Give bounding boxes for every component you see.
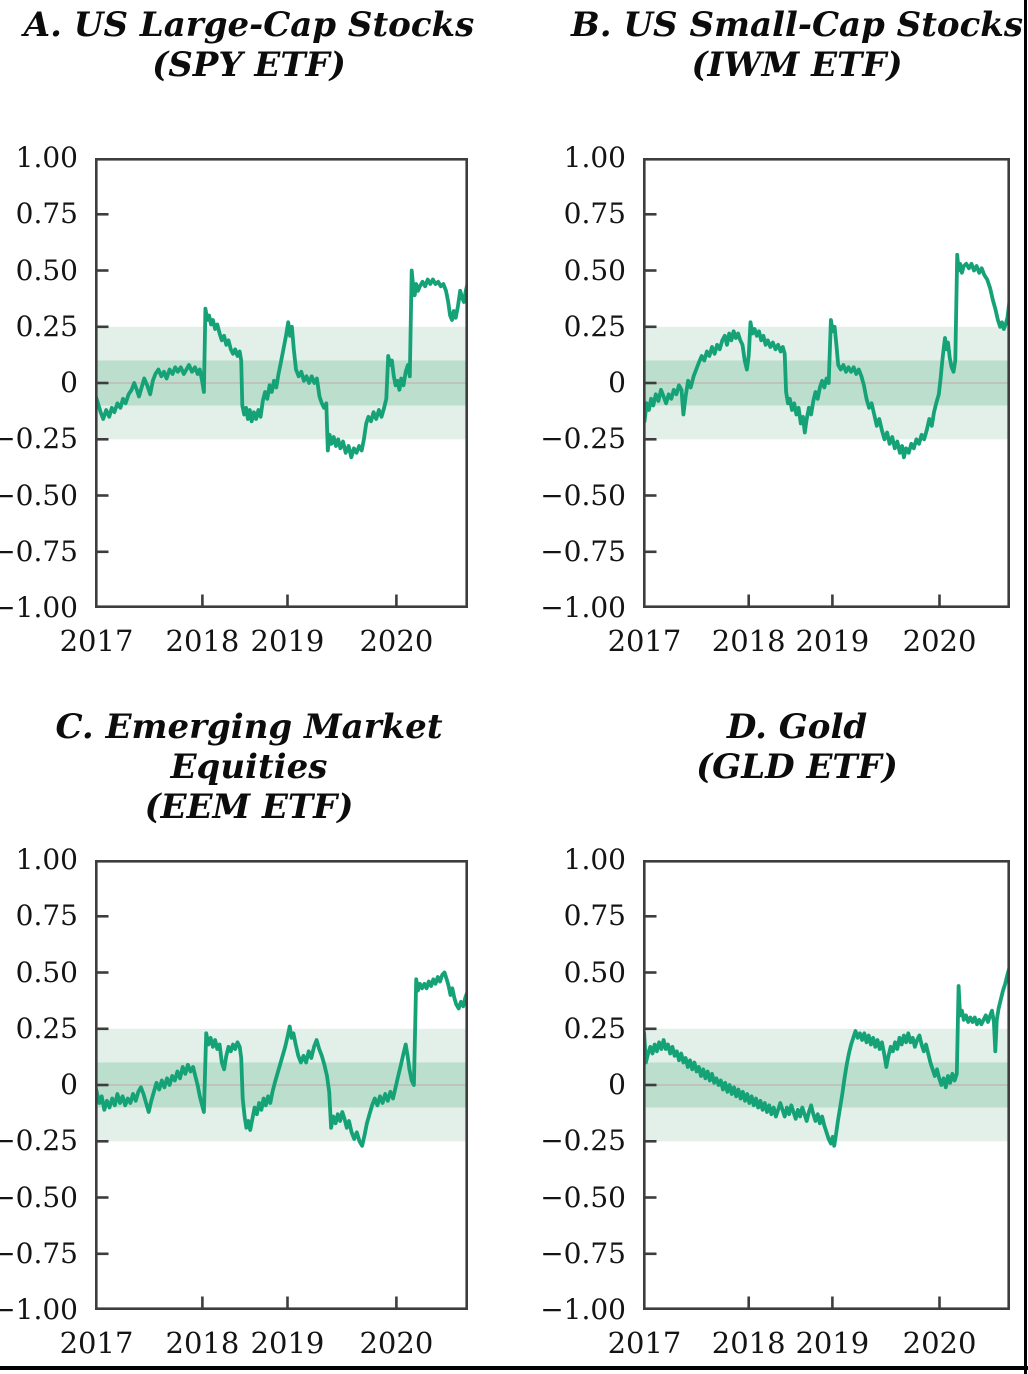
y-tick-label: 0.75 <box>15 197 78 231</box>
y-tick-label: −1.00 <box>0 591 78 624</box>
panel-a-title-line1: A. US Large-Cap Stocks <box>23 5 475 45</box>
x-tick-label: 2017 <box>59 1326 134 1360</box>
page-border-right <box>1024 0 1027 1374</box>
x-tick-label: 2018 <box>165 1326 240 1360</box>
panel-c-x-axis-labels: 2017 2018 2019 2020 <box>60 1326 468 1366</box>
y-tick-label: −1.00 <box>540 591 626 624</box>
y-tick-label: 0.75 <box>563 899 626 933</box>
y-tick-label: −1.00 <box>0 1293 78 1326</box>
panel-a-x-axis-labels: 2017 2018 2019 2020 <box>60 624 468 664</box>
x-tick-label: 2020 <box>359 1326 434 1360</box>
panel-a-subtitle: (SPY ETF) <box>152 45 346 86</box>
panel-b-y-axis-labels: 1.00 0.75 0.50 0.25 0 −0.25 −0.50 −0.75 −1.00 <box>526 142 626 624</box>
panel-b-plot-area: 1.00 0.75 0.50 0.25 0 −0.25 −0.50 −0.75 −1.00 20… <box>540 142 1010 658</box>
y-tick-label: 0 <box>608 366 626 399</box>
panel-a-y-axis-labels: 1.00 0.75 0.50 0.25 0 −0.25 −0.50 −0.75 −1.00 <box>0 142 78 624</box>
y-tick-label: 0.25 <box>15 309 78 343</box>
panel-a-plot-area: 1.00 0.75 0.50 0.25 0 −0.25 −0.50 −0.75 −1.00 20… <box>0 142 468 658</box>
panel-d-chart <box>643 860 1010 1310</box>
panel-b-subtitle: (IWM ETF) <box>691 45 903 86</box>
y-tick-label: −0.75 <box>0 1236 78 1270</box>
y-tick-label: 0.50 <box>15 253 78 287</box>
x-tick-label: 2017 <box>607 624 682 658</box>
x-tick-label: 2018 <box>711 624 786 658</box>
x-tick-label: 2019 <box>250 624 325 658</box>
x-tick-label: 2020 <box>902 1326 977 1360</box>
x-tick-label: 2019 <box>795 624 870 658</box>
panel-a-chart <box>95 158 468 608</box>
y-tick-label: 0.50 <box>15 955 78 989</box>
y-tick-label: −0.50 <box>540 1180 626 1214</box>
y-tick-label: 1.00 <box>563 141 626 174</box>
y-tick-label: 0.25 <box>563 1011 626 1045</box>
panel-d-subtitle: (GLD ETF) <box>696 747 898 788</box>
page-border-bottom <box>0 1366 1028 1370</box>
x-tick-label: 2020 <box>359 624 434 658</box>
x-tick-label: 2017 <box>607 1326 682 1360</box>
panel-d-x-axis-labels: 2017 2018 2019 2020 <box>608 1326 1010 1366</box>
y-tick-label: 0.25 <box>563 309 626 343</box>
y-tick-label: 0.75 <box>563 197 626 231</box>
panel-a-title: A. US Large-Cap Stocks (SPY ETF) <box>0 5 506 85</box>
y-tick-label: −0.75 <box>540 1236 626 1270</box>
y-tick-label: −0.25 <box>540 1124 626 1158</box>
panel-b-chart <box>643 158 1010 608</box>
y-tick-label: −0.25 <box>0 422 78 456</box>
panel-c-subtitle: (EEM ETF) <box>144 787 354 828</box>
panel-b-title-line1: B. US Small-Cap Stocks <box>571 5 1023 45</box>
x-tick-label: 2017 <box>59 624 134 658</box>
y-tick-label: 0.50 <box>563 253 626 287</box>
panel-d-title: D. Gold (GLD ETF) <box>540 707 1028 787</box>
y-tick-label: 0.50 <box>563 955 626 989</box>
y-tick-label: 1.00 <box>15 141 78 174</box>
y-tick-label: 0.25 <box>15 1011 78 1045</box>
x-tick-label: 2019 <box>250 1326 325 1360</box>
panel-d: D. Gold (GLD ETF) 1.00 0.75 0.50 0.25 0 −0.25… <box>514 702 1028 1374</box>
y-tick-label: 0 <box>60 1068 78 1101</box>
y-tick-label: −1.00 <box>540 1293 626 1326</box>
y-tick-label: −0.50 <box>0 1180 78 1214</box>
y-tick-label: −0.50 <box>0 478 78 512</box>
y-tick-label: 1.00 <box>563 843 626 876</box>
y-tick-label: 0.75 <box>15 899 78 933</box>
panel-c-y-axis-labels: 1.00 0.75 0.50 0.25 0 −0.25 −0.50 −0.75 −1.00 <box>0 844 78 1326</box>
y-tick-label: −0.25 <box>0 1124 78 1158</box>
x-tick-label: 2020 <box>902 624 977 658</box>
panel-c-chart <box>95 860 468 1310</box>
panel-b: B. US Small-Cap Stocks (IWM ETF) 1.00 0.7… <box>514 0 1028 672</box>
y-tick-label: 0 <box>608 1068 626 1101</box>
x-tick-label: 2018 <box>711 1326 786 1360</box>
panel-c-plot-area: 1.00 0.75 0.50 0.25 0 −0.25 −0.50 −0.75 −1.00 20… <box>0 844 468 1360</box>
panel-c: C. Emerging Market Equities (EEM ETF) 1.… <box>0 702 514 1374</box>
panel-c-title: C. Emerging Market Equities (EEM ETF) <box>0 707 506 827</box>
panel-d-plot-area: 1.00 0.75 0.50 0.25 0 −0.25 −0.50 −0.75 −1.00 20… <box>540 844 1010 1360</box>
x-tick-label: 2018 <box>165 624 240 658</box>
y-tick-label: 0 <box>60 366 78 399</box>
panel-a: A. US Large-Cap Stocks (SPY ETF) 1.00 0.7… <box>0 0 514 672</box>
y-tick-label: −0.75 <box>0 534 78 568</box>
y-tick-label: 1.00 <box>15 843 78 876</box>
y-tick-label: −0.75 <box>540 534 626 568</box>
panel-d-y-axis-labels: 1.00 0.75 0.50 0.25 0 −0.25 −0.50 −0.75 −1.00 <box>526 844 626 1326</box>
y-tick-label: −0.25 <box>540 422 626 456</box>
panel-b-title: B. US Small-Cap Stocks (IWM ETF) <box>540 5 1028 85</box>
panel-b-x-axis-labels: 2017 2018 2019 2020 <box>608 624 1010 664</box>
panel-c-title-line1: C. Emerging Market Equities <box>55 707 443 788</box>
y-tick-label: −0.50 <box>540 478 626 512</box>
x-tick-label: 2019 <box>795 1326 870 1360</box>
panel-d-title-line1: D. Gold <box>726 707 868 747</box>
